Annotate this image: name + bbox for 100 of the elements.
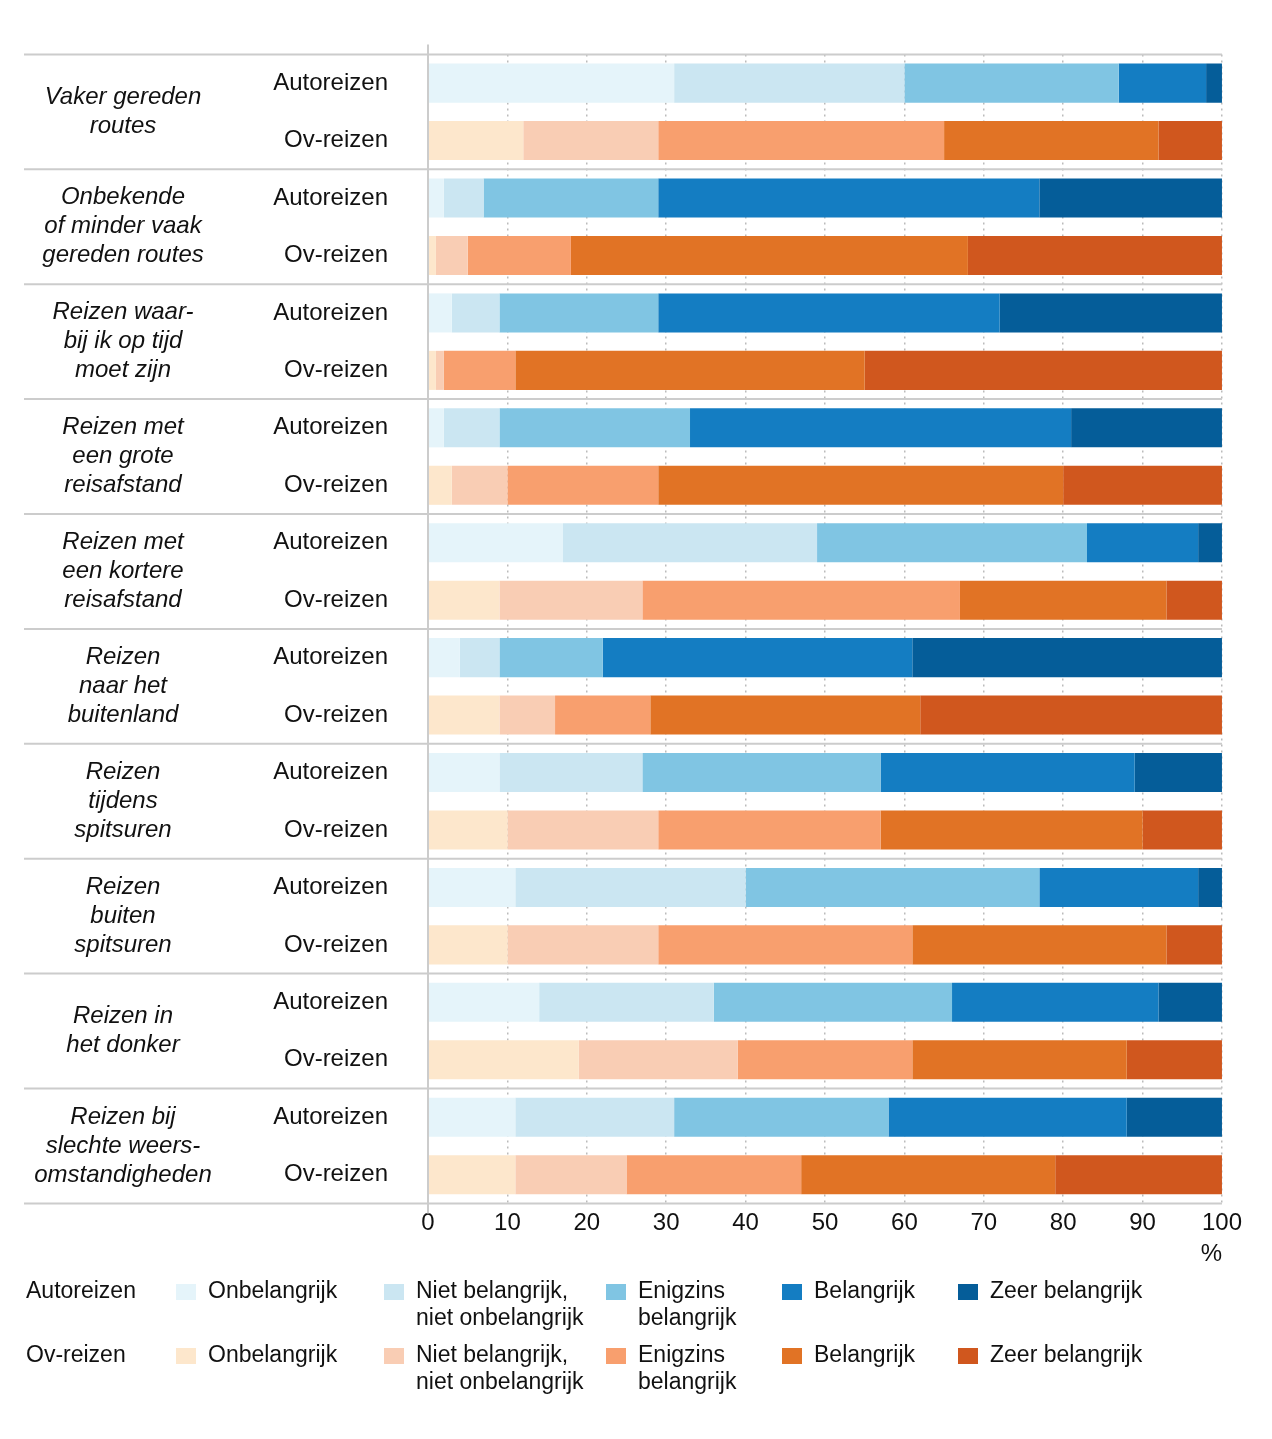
bar xyxy=(674,63,905,103)
bar xyxy=(1166,925,1222,965)
bar xyxy=(555,695,651,735)
y-tick-label: Ov-reizen xyxy=(283,1159,388,1187)
legend-label: Zeer belangrijk xyxy=(990,1277,1144,1304)
bar xyxy=(428,350,436,390)
bar xyxy=(428,63,675,103)
bar xyxy=(880,810,1143,850)
bar xyxy=(952,982,1159,1022)
bar xyxy=(1087,523,1199,563)
bar xyxy=(658,925,913,965)
bar xyxy=(428,638,460,678)
y-tick-label: Autoreizen xyxy=(273,642,388,670)
x-tick-label: 10 xyxy=(494,1208,521,1236)
bar xyxy=(451,293,500,333)
bar xyxy=(539,982,714,1022)
bar xyxy=(658,465,1064,505)
bar xyxy=(944,121,1159,161)
bar xyxy=(674,1097,889,1137)
bar xyxy=(499,638,603,678)
bar xyxy=(467,235,571,276)
bar xyxy=(523,121,659,161)
bar xyxy=(483,178,659,218)
legend-label: Onbelangrijk xyxy=(208,1277,339,1304)
y-tick-label: Ov-reizen xyxy=(283,584,388,612)
y-tick-label: Autoreizen xyxy=(273,757,388,785)
y-tick-label: Ov-reizen xyxy=(283,355,388,382)
legend-label: Enigzins belangrijk xyxy=(638,1341,738,1395)
text: Reizen tijdens spitsuren xyxy=(74,756,172,842)
y-tick-label: Autoreizen xyxy=(273,1101,388,1129)
bar xyxy=(658,810,881,850)
bar xyxy=(912,638,1222,678)
bar xyxy=(1039,178,1222,218)
bar xyxy=(658,293,1000,333)
y-tick-label: Ov-reizen xyxy=(283,469,388,497)
bar xyxy=(428,465,452,505)
bar xyxy=(507,925,659,965)
bar xyxy=(864,350,1222,390)
y-tick-label: Ov-reizen xyxy=(283,125,388,153)
text: Reizen buiten spitsuren xyxy=(74,871,172,957)
bar xyxy=(1142,810,1222,850)
y-tick-label: Ov-reizen xyxy=(283,1044,388,1072)
bar xyxy=(642,752,881,793)
text: Onbekende of minder vaak gereden routes xyxy=(42,182,204,268)
legend-label: Belangrijk xyxy=(814,1341,916,1368)
bar xyxy=(428,293,452,333)
bar xyxy=(1126,1097,1222,1137)
bar xyxy=(888,1097,1127,1137)
text: Vaker gereden routes xyxy=(44,82,202,139)
x-tick-label: 40 xyxy=(732,1208,759,1236)
bar xyxy=(443,350,516,390)
bar xyxy=(602,638,913,678)
bar xyxy=(817,523,1087,563)
bar xyxy=(515,1097,675,1137)
bar xyxy=(713,982,953,1022)
y-tick-label: Autoreizen xyxy=(273,527,388,555)
bar xyxy=(690,408,1072,448)
bar xyxy=(428,1155,516,1195)
legend-label: Onbelangrijk xyxy=(208,1341,339,1368)
y-tick-label: Autoreizen xyxy=(273,412,388,440)
bar xyxy=(499,293,659,333)
bar xyxy=(499,752,643,793)
text: Reizen met een grote reisafstand xyxy=(62,412,186,498)
text: Reizen bij slechte weers- omstandigheden xyxy=(34,1101,212,1187)
bar xyxy=(428,408,444,448)
bar xyxy=(507,810,659,850)
x-tick-label: 50 xyxy=(811,1208,839,1236)
text: Reizen in het donker xyxy=(66,1001,181,1058)
bar xyxy=(428,235,436,276)
y-tick-label: Autoreizen xyxy=(273,182,388,210)
legend-label: Zeer belangrijk xyxy=(990,1341,1144,1368)
bar xyxy=(428,925,508,965)
x-tick-label: 60 xyxy=(891,1208,918,1236)
y-tick-label: Autoreizen xyxy=(273,297,388,325)
legend-label: Niet belangrijk, niet onbelangrijk xyxy=(416,1341,585,1395)
bar xyxy=(499,580,643,620)
text: Reizen met een kortere reisafstand xyxy=(62,527,186,613)
bar xyxy=(443,408,500,448)
x-tick-label: 30 xyxy=(652,1208,680,1236)
bar xyxy=(1158,982,1222,1022)
bar xyxy=(499,695,556,735)
bar xyxy=(912,925,1167,965)
y-tick-label: Ov-reizen xyxy=(283,240,388,268)
bar xyxy=(562,523,818,563)
text: Reizen waar- bij ik op tijd moet zijn xyxy=(52,297,194,383)
bar xyxy=(507,465,659,505)
bar xyxy=(451,465,508,505)
bar xyxy=(626,1155,802,1195)
bar xyxy=(515,350,865,390)
bar xyxy=(1126,1040,1222,1080)
text: Reizen naar het buitenland xyxy=(67,642,180,728)
bar xyxy=(428,695,500,735)
bar xyxy=(1055,1155,1222,1195)
bar xyxy=(428,810,508,850)
bar xyxy=(737,1040,913,1080)
bar xyxy=(515,1155,627,1195)
x-axis-title: % xyxy=(1200,1239,1222,1267)
bar xyxy=(428,121,524,161)
bar xyxy=(428,178,444,218)
category-label: Ov-reizen xyxy=(26,1341,126,1367)
